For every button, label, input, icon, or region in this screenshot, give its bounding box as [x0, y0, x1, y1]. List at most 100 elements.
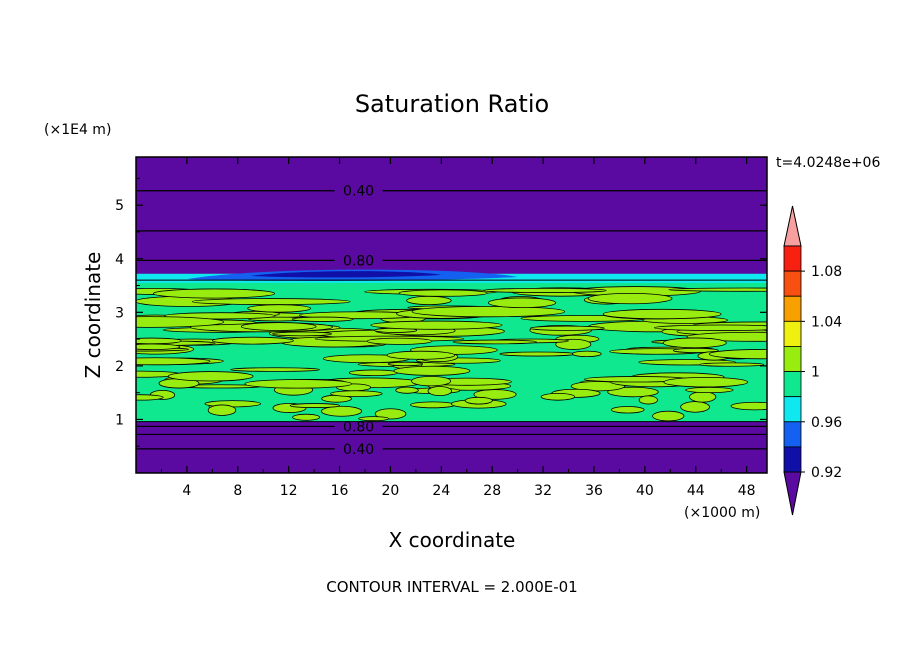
colorbar-top-triangle — [783, 205, 802, 247]
contour-label: 0.80 — [343, 419, 374, 435]
fill-streak — [348, 369, 399, 377]
fill-streak — [662, 337, 727, 349]
fill-streak — [452, 339, 537, 345]
fill-streak — [689, 391, 717, 403]
fill-streak — [540, 392, 576, 401]
y-tick-label: 4 — [115, 252, 124, 268]
fill-streak — [240, 322, 317, 331]
fill-streak — [572, 350, 602, 358]
fill-streaks — [136, 286, 767, 422]
fill-streak — [393, 365, 471, 376]
x-tick-label: 4 — [182, 483, 191, 499]
fill-streak — [487, 297, 557, 309]
fill-streak — [167, 371, 254, 382]
plot-fills — [136, 157, 767, 473]
fill-streak — [386, 350, 456, 360]
y-tick-label: 5 — [115, 198, 124, 214]
fill-streak — [387, 361, 424, 367]
colorbar-label: 1 — [811, 365, 820, 381]
fill-streak — [136, 337, 182, 345]
colorbar-swatch — [783, 295, 802, 322]
x-unit-label: (×1000 m) — [684, 505, 760, 521]
fill-streak — [330, 390, 383, 398]
x-tick-label: 32 — [534, 483, 552, 499]
fill-streak — [638, 395, 658, 405]
fill-streak — [395, 386, 419, 394]
fill-streak — [370, 320, 503, 330]
fill-streak — [398, 289, 488, 297]
fill-dark-blue-patch — [250, 271, 442, 278]
fill-streak — [672, 348, 719, 353]
colorbar-bottom-triangle — [783, 471, 802, 516]
x-tick-label: 40 — [636, 483, 654, 499]
chart-title: Saturation Ratio — [355, 90, 549, 118]
fill-streak — [708, 349, 767, 360]
fill-streak — [483, 287, 607, 293]
contour-label: 0.80 — [343, 253, 374, 269]
colorbar: 1.08 1.04 1 0.96 0.92 — [783, 205, 842, 516]
fill-streak — [587, 292, 673, 305]
y-tick-label: 3 — [115, 305, 124, 321]
colorbar-swatch — [783, 421, 802, 448]
fill-streak — [668, 287, 767, 292]
fill-streak — [499, 351, 577, 357]
fill-streak — [272, 331, 333, 337]
fill-streak — [136, 343, 181, 350]
x-tick-label: 28 — [483, 483, 501, 499]
y-unit-label: (×1E4 m) — [44, 122, 111, 138]
fill-streak — [699, 362, 765, 367]
fill-streak — [680, 401, 710, 413]
fill-streak — [152, 288, 276, 299]
fill-streak — [602, 308, 722, 320]
fill-streak — [358, 416, 390, 422]
fill-streak — [291, 316, 354, 322]
contour-label: 0.40 — [343, 442, 374, 458]
fill-streak — [685, 386, 734, 394]
fill-streak — [136, 316, 225, 328]
fill-streak — [374, 408, 407, 420]
fill-streak — [411, 375, 452, 387]
fill-streak — [607, 386, 659, 398]
time-label: t=4.0248e+06 — [776, 155, 880, 171]
fill-streak — [464, 396, 493, 405]
y-tick-label: 1 — [115, 412, 124, 428]
fill-streak — [212, 336, 294, 345]
fill-streak — [654, 324, 767, 331]
fill-streak — [136, 394, 164, 401]
x-tick-label: 20 — [382, 483, 400, 499]
x-tick-label: 44 — [687, 483, 705, 499]
y-axis: 1 2 3 4 5 — [115, 177, 767, 447]
x-tick-label: 48 — [738, 483, 756, 499]
colorbar-swatch — [783, 396, 802, 423]
fill-streak — [366, 337, 433, 345]
colorbar-swatch — [783, 270, 802, 297]
y-axis-label: Z coordinate — [81, 252, 105, 379]
colorbar-swatch — [783, 346, 802, 372]
fill-streak — [244, 379, 352, 389]
fill-streak — [427, 386, 453, 396]
colorbar-swatch — [783, 320, 802, 347]
colorbar-label: 0.96 — [811, 415, 842, 431]
fill-streak — [207, 404, 237, 416]
contour-interval-footer: CONTOUR INTERVAL = 2.000E-01 — [326, 578, 577, 596]
contour-lines: 0.40 0.80 0.80 0.40 — [136, 184, 767, 458]
x-tick-label: 12 — [280, 483, 298, 499]
fill-streak — [230, 367, 320, 372]
fill-streak — [730, 401, 767, 411]
fill-streak — [321, 405, 363, 417]
fill-streak — [292, 413, 321, 421]
x-tick-label: 16 — [331, 483, 349, 499]
x-tick-label: 36 — [585, 483, 603, 499]
fill-streak — [610, 406, 645, 414]
x-tick-label: 24 — [432, 483, 450, 499]
contour-label: 0.40 — [343, 184, 374, 200]
fill-streak — [406, 295, 452, 306]
colorbar-label: 1.04 — [811, 314, 842, 330]
plot-frame — [135, 156, 768, 474]
colorbar-label: 0.92 — [811, 465, 842, 481]
colorbar-swatch — [783, 446, 802, 473]
fill-streak — [663, 376, 749, 388]
fill-streak — [247, 304, 311, 313]
fill-streak — [410, 401, 456, 409]
